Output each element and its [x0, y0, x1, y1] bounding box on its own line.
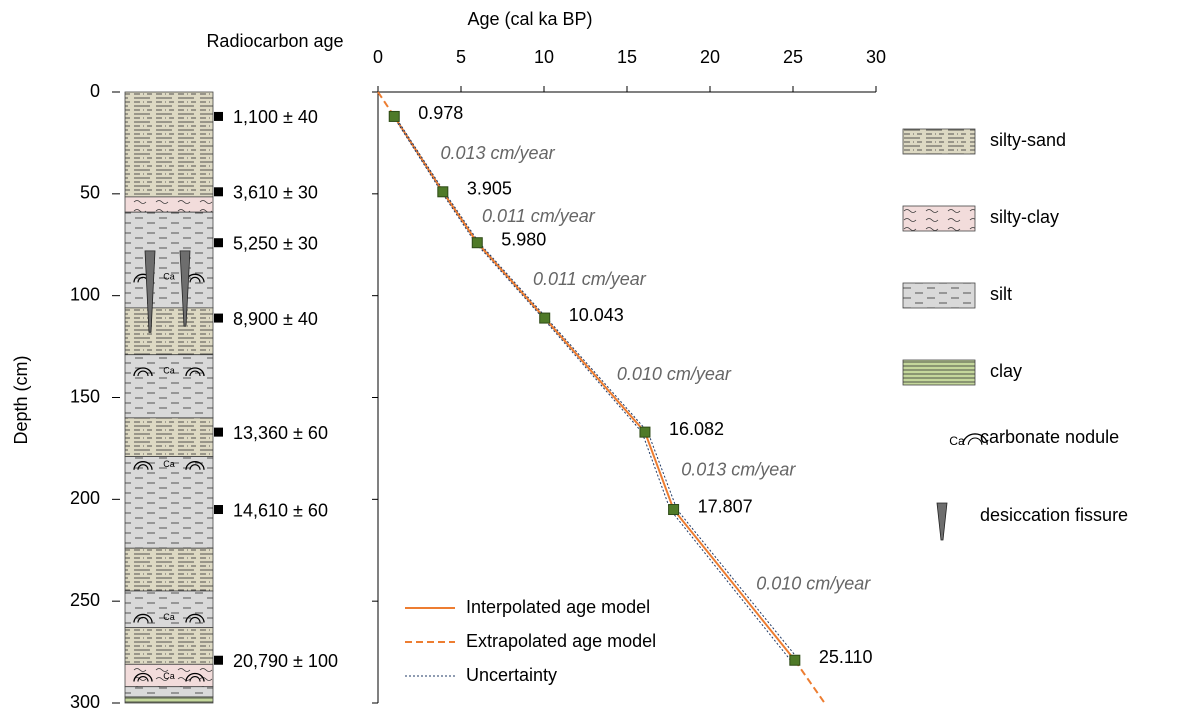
- layer-texture: [125, 197, 213, 212]
- layer-texture: [125, 308, 213, 355]
- legend-label: silty-sand: [990, 130, 1066, 150]
- data-point: [472, 238, 482, 248]
- data-label: 5.980: [501, 229, 546, 249]
- x-tick-label: 15: [617, 47, 637, 67]
- y-tick-label: 250: [70, 590, 100, 610]
- y-tick-label: 200: [70, 488, 100, 508]
- radiocarbon-age: 20,790 ± 100: [233, 651, 338, 671]
- y-tick-label: 0: [90, 81, 100, 101]
- x-tick-label: 25: [783, 47, 803, 67]
- legend-label: Uncertainty: [466, 665, 557, 685]
- layer-texture: [125, 212, 213, 308]
- legend-label: carbonate nodule: [980, 427, 1119, 447]
- y-tick-label: 150: [70, 386, 100, 406]
- y-tick-label: 50: [80, 183, 100, 203]
- layer-texture: [125, 697, 213, 703]
- x-tick-label: 20: [700, 47, 720, 67]
- data-label: 16.082: [669, 419, 724, 439]
- radiocarbon-age: 5,250 ± 30: [233, 233, 318, 253]
- nodule-label: Ca: [163, 272, 175, 282]
- rate-annotation: 0.013 cm/year: [681, 460, 796, 480]
- y-axis-title: Depth (cm): [11, 355, 31, 444]
- rate-annotation: 0.011 cm/year: [533, 269, 647, 289]
- legend-texture: [903, 360, 975, 385]
- age-model-line: [394, 116, 795, 660]
- fissure: [937, 503, 947, 540]
- age-model-line: [393, 116, 799, 660]
- radiocarbon-age: 1,100 ± 40: [233, 107, 318, 127]
- x-tick-label: 10: [534, 47, 554, 67]
- data-label: 3.905: [467, 179, 512, 199]
- x-tick-label: 0: [373, 47, 383, 67]
- sample-marker: [214, 428, 223, 437]
- legend-texture: [903, 129, 975, 154]
- rate-annotation: 0.011 cm/year: [482, 206, 596, 226]
- data-point: [640, 427, 650, 437]
- data-point: [669, 505, 679, 515]
- radiocarbon-age: 14,610 ± 60: [233, 500, 328, 520]
- y-tick-label: 100: [70, 284, 100, 304]
- rate-annotation: 0.010 cm/year: [756, 574, 871, 594]
- sample-marker: [214, 314, 223, 323]
- layer-texture: [125, 418, 213, 457]
- sample-marker: [214, 238, 223, 247]
- legend-texture: [903, 206, 975, 231]
- data-point: [790, 655, 800, 665]
- legend-label: silty-clay: [990, 207, 1059, 227]
- nodule-label: Ca: [163, 459, 175, 469]
- layer-texture: [125, 628, 213, 665]
- nodule-label: Ca: [163, 365, 175, 375]
- nodule-label: Ca: [163, 612, 175, 622]
- x-tick-label: 5: [456, 47, 466, 67]
- data-point: [540, 313, 550, 323]
- sample-marker: [214, 112, 223, 121]
- sample-marker: [214, 505, 223, 514]
- radiocarbon-age: 13,360 ± 60: [233, 423, 328, 443]
- nodule-label: Ca: [949, 434, 965, 448]
- layer-texture: [125, 687, 213, 697]
- layer-texture: [125, 548, 213, 591]
- radiocarbon-age: 8,900 ± 40: [233, 309, 318, 329]
- data-label: 0.978: [418, 103, 463, 123]
- legend-label: Interpolated age model: [466, 597, 650, 617]
- layer-texture: [125, 355, 213, 418]
- data-point: [438, 187, 448, 197]
- sample-marker: [214, 656, 223, 665]
- x-axis-title: Age (cal ka BP): [467, 9, 592, 29]
- page: Age (cal ka BP) Depth (cm) 0510152025300…: [0, 0, 1186, 710]
- radiocarbon-age: 3,610 ± 30: [233, 183, 318, 203]
- legend-label: silt: [990, 284, 1012, 304]
- chart: Age (cal ka BP) Depth (cm) 0510152025300…: [0, 0, 1186, 710]
- legend-label: Extrapolated age model: [466, 631, 656, 651]
- data-label: 25.110: [819, 647, 873, 667]
- column-header: Radiocarbon age: [205, 28, 345, 55]
- y-tick-label: 300: [70, 692, 100, 710]
- legend-label: desiccation fissure: [980, 505, 1128, 525]
- layer-texture: [125, 92, 213, 197]
- legend-label: clay: [990, 361, 1022, 381]
- rate-annotation: 0.010 cm/year: [617, 364, 732, 384]
- data-label: 10.043: [569, 305, 624, 325]
- rate-annotation: 0.013 cm/year: [441, 143, 556, 163]
- layer-texture: [125, 457, 213, 549]
- nodule-label: Ca: [163, 671, 175, 681]
- sample-marker: [214, 187, 223, 196]
- data-point: [389, 111, 399, 121]
- x-tick-label: 30: [866, 47, 886, 67]
- data-label: 17.807: [698, 496, 753, 516]
- legend-texture: [903, 283, 975, 308]
